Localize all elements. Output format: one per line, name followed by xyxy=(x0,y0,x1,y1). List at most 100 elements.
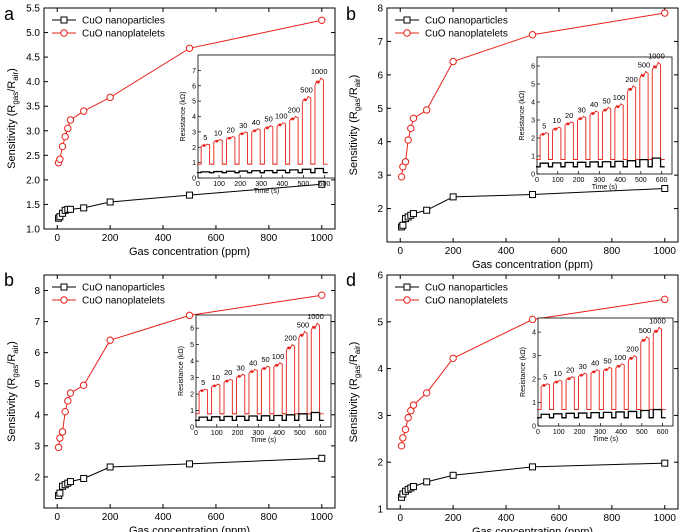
data-point-particles xyxy=(409,210,417,218)
inset-y-label: Resistance (kΩ) xyxy=(178,346,185,396)
y-tick-label: 3.0 xyxy=(26,126,40,137)
inset-frame xyxy=(195,314,332,428)
inset-x-tick-label: 0 xyxy=(535,177,539,184)
inset-pulse-dot xyxy=(253,129,257,133)
inset-pulse-dot xyxy=(300,333,304,337)
legend-marker-square xyxy=(403,16,411,24)
inset-pulse-dot xyxy=(554,127,557,131)
inset-x-label: Time (s) xyxy=(251,437,276,444)
y-tick-label: 4.5 xyxy=(26,53,40,64)
plot-frame xyxy=(43,274,336,509)
x-tick-label: 600 xyxy=(208,233,225,244)
inset-y-tick-label: 5 xyxy=(531,82,535,89)
y-tick-label: 5 xyxy=(377,317,383,328)
inset-pulse-dot xyxy=(555,380,558,384)
inset-pulse-particles xyxy=(307,411,324,422)
inset-pulse-label: 5 xyxy=(543,373,547,382)
inset-pulse-label: 20 xyxy=(566,366,574,375)
y-tick-label: 2.5 xyxy=(26,151,40,162)
data-point-platelets xyxy=(318,16,326,24)
plot-frame xyxy=(386,274,679,510)
inset-pulse-label: 30 xyxy=(239,121,247,130)
data-point-platelets xyxy=(106,336,114,344)
inset-pulse-label: 40 xyxy=(249,358,257,367)
inset-y-tick-label: 2 xyxy=(531,136,535,143)
inset-pulse-dot xyxy=(654,329,658,333)
inset-y-tick-label: 0 xyxy=(531,172,535,179)
data-point-platelets xyxy=(661,295,669,304)
inset-pulse-label: 20 xyxy=(226,125,234,134)
inset-pulse-dot xyxy=(240,132,244,136)
y-tick-label: 2.0 xyxy=(26,175,40,186)
inset-pulse-label: 30 xyxy=(577,105,585,114)
data-point-particles xyxy=(186,191,193,199)
inset-x-label: Time (s) xyxy=(592,184,617,191)
inset-y-tick-label: 2 xyxy=(190,392,194,399)
inset-pulse-label: 500 xyxy=(297,320,310,329)
inset-pulse-label: 10 xyxy=(554,369,562,378)
data-point-particles xyxy=(529,463,536,471)
inset-pulse-dot xyxy=(642,338,646,342)
inset-pulse-label: 20 xyxy=(224,368,232,377)
legend-marker-circle xyxy=(60,296,68,304)
legend-marker-circle xyxy=(403,296,411,304)
y-tick-label: 1 xyxy=(377,505,383,516)
inset-pulse-dot xyxy=(541,132,545,136)
y-tick-label: 1.0 xyxy=(26,225,40,236)
inset-x-tick-label: 400 xyxy=(614,177,626,184)
data-point-platelets xyxy=(404,136,412,144)
inset-y-tick-label: 1 xyxy=(532,400,536,407)
inset-x-tick-label: 600 xyxy=(657,429,669,436)
inset-y-tick-label: 2 xyxy=(192,145,196,152)
inset-x-tick-label: 400 xyxy=(276,181,288,188)
data-point-platelets xyxy=(422,106,431,114)
data-point-platelets xyxy=(61,407,69,416)
data-point-platelets xyxy=(401,425,410,434)
inset-y-tick-label: 0 xyxy=(192,176,196,183)
inset-x-tick-label: 600 xyxy=(656,177,668,184)
y-tick-label: 5.0 xyxy=(26,28,40,39)
inset-pulse-label: 10 xyxy=(212,373,220,382)
inset-x-tick-label: 0 xyxy=(196,181,200,188)
legend-label: CuO nanoplatelets xyxy=(425,296,508,307)
inset-x-tick-label: 100 xyxy=(553,429,565,436)
x-tick-label: 0 xyxy=(397,246,403,257)
x-tick-label: 0 xyxy=(397,513,403,524)
inset-pulse-label: 50 xyxy=(261,355,269,364)
data-point-platelets xyxy=(449,57,457,66)
data-point-particles xyxy=(80,204,88,212)
data-point-particles xyxy=(56,489,64,497)
inset-pulse-label: 40 xyxy=(590,100,598,109)
inset-pulse-dot xyxy=(265,126,269,130)
legend-label: CuO nanoplatelets xyxy=(425,29,508,40)
y-tick-label: 6 xyxy=(34,348,40,359)
inset-pulse-dot xyxy=(580,373,583,377)
inset-pulse-dot xyxy=(603,108,607,112)
inset-y-tick-label: 3 xyxy=(190,375,194,382)
data-point-platelets xyxy=(54,443,63,452)
y-tick-label: 5 xyxy=(34,379,40,390)
data-point-platelets xyxy=(397,442,406,450)
inset-pulse-dot xyxy=(628,87,632,91)
data-point-platelets xyxy=(399,434,407,442)
data-point-platelets xyxy=(528,31,537,39)
data-point-platelets xyxy=(58,428,67,436)
data-point-platelets xyxy=(422,389,431,397)
x-tick-label: 200 xyxy=(445,513,462,524)
inset-y-tick-label: 6 xyxy=(192,83,196,90)
inset-y-tick-label: 0 xyxy=(190,425,194,432)
inset-pulse-dot xyxy=(200,389,204,393)
inset-frame xyxy=(536,56,673,175)
inset-x-tick-label: 400 xyxy=(615,429,627,436)
y-tick-label: 2 xyxy=(377,204,383,215)
data-point-platelets xyxy=(64,124,72,133)
inset-pulse-dot xyxy=(262,367,266,370)
inset-pulse-dot xyxy=(592,370,596,374)
x-axis-label: Gas concentration (ppm) xyxy=(129,525,250,532)
data-point-platelets xyxy=(449,354,457,363)
inset-pulse-label: 500 xyxy=(638,60,651,69)
inset-x-tick-label: 0 xyxy=(536,429,540,436)
y-tick-label: 4 xyxy=(34,410,40,421)
inset-x-tick-label: 200 xyxy=(573,177,585,184)
